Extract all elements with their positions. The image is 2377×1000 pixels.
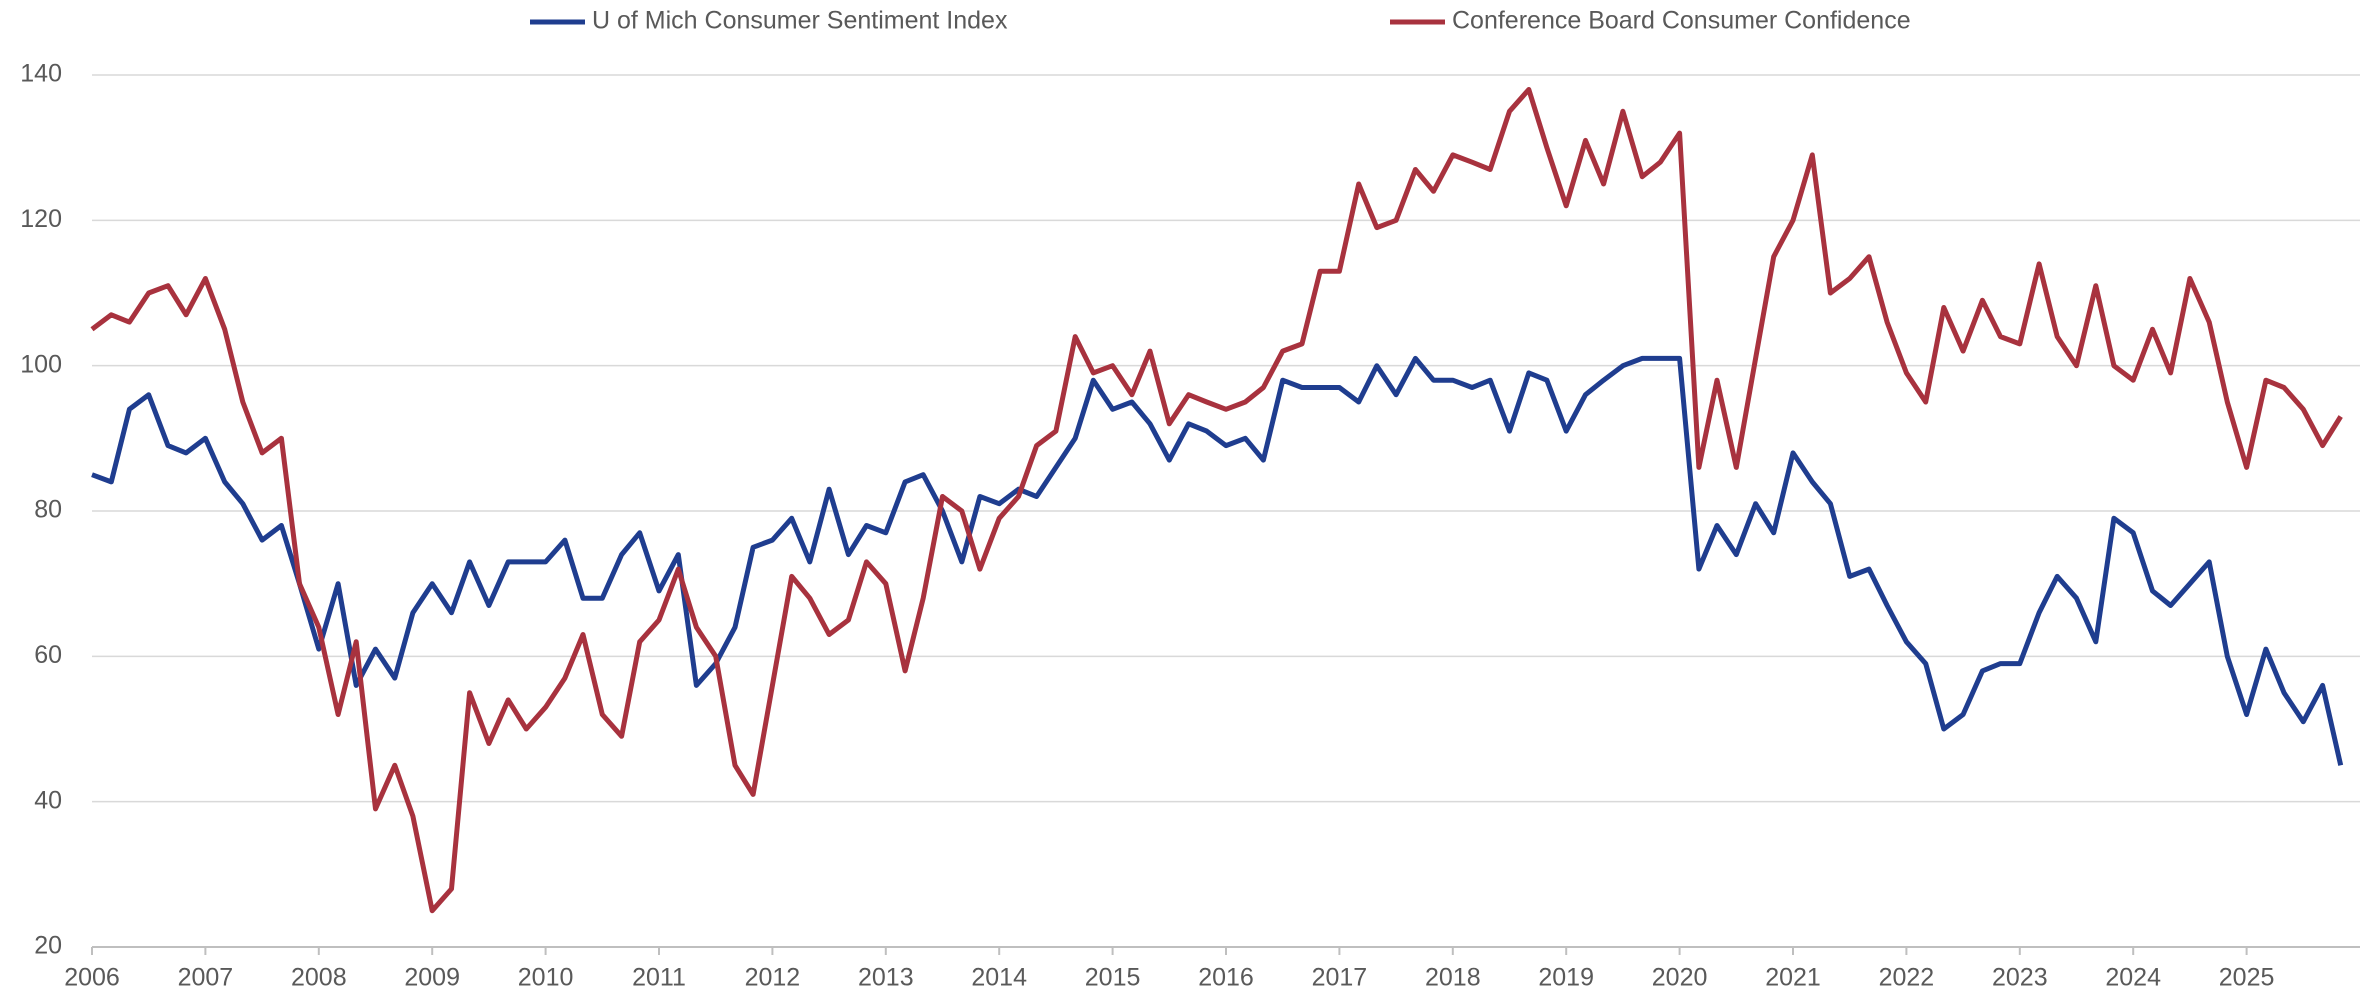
x-tick-label: 2012	[745, 964, 801, 992]
x-tick-label: 2024	[2105, 964, 2161, 992]
x-tick-label: 2014	[971, 964, 1027, 992]
y-tick-label: 140	[20, 60, 62, 88]
y-tick-label: 20	[34, 932, 62, 960]
x-tick-label: 2025	[2219, 964, 2275, 992]
x-tick-label: 2016	[1198, 964, 1254, 992]
x-tick-label: 2010	[518, 964, 574, 992]
x-tick-label: 2008	[291, 964, 347, 992]
x-tick-label: 2007	[178, 964, 234, 992]
x-tick-label: 2020	[1652, 964, 1708, 992]
series-line	[90, 87, 2343, 914]
x-tick-label: 2013	[858, 964, 914, 992]
x-tick-label: 2015	[1085, 964, 1141, 992]
y-tick-label: 40	[34, 786, 62, 814]
legend-label: Conference Board Consumer Confidence	[1452, 7, 1911, 35]
y-tick-label: 100	[20, 350, 62, 378]
x-tick-label: 2023	[1992, 964, 2048, 992]
series-line	[91, 355, 2344, 766]
x-tick-label: 2006	[64, 964, 120, 992]
y-tick-label: 60	[34, 641, 62, 669]
x-tick-label: 2021	[1765, 964, 1821, 992]
x-tick-label: 2009	[404, 964, 460, 992]
y-tick-label: 120	[20, 205, 62, 233]
x-tick-label: 2017	[1312, 964, 1368, 992]
x-tick-label: 2022	[1879, 964, 1935, 992]
y-tick-label: 80	[34, 496, 62, 524]
x-tick-label: 2018	[1425, 964, 1481, 992]
legend-label: U of Mich Consumer Sentiment Index	[592, 7, 1008, 35]
x-tick-label: 2011	[632, 964, 686, 992]
x-tick-label: 2019	[1538, 964, 1594, 992]
